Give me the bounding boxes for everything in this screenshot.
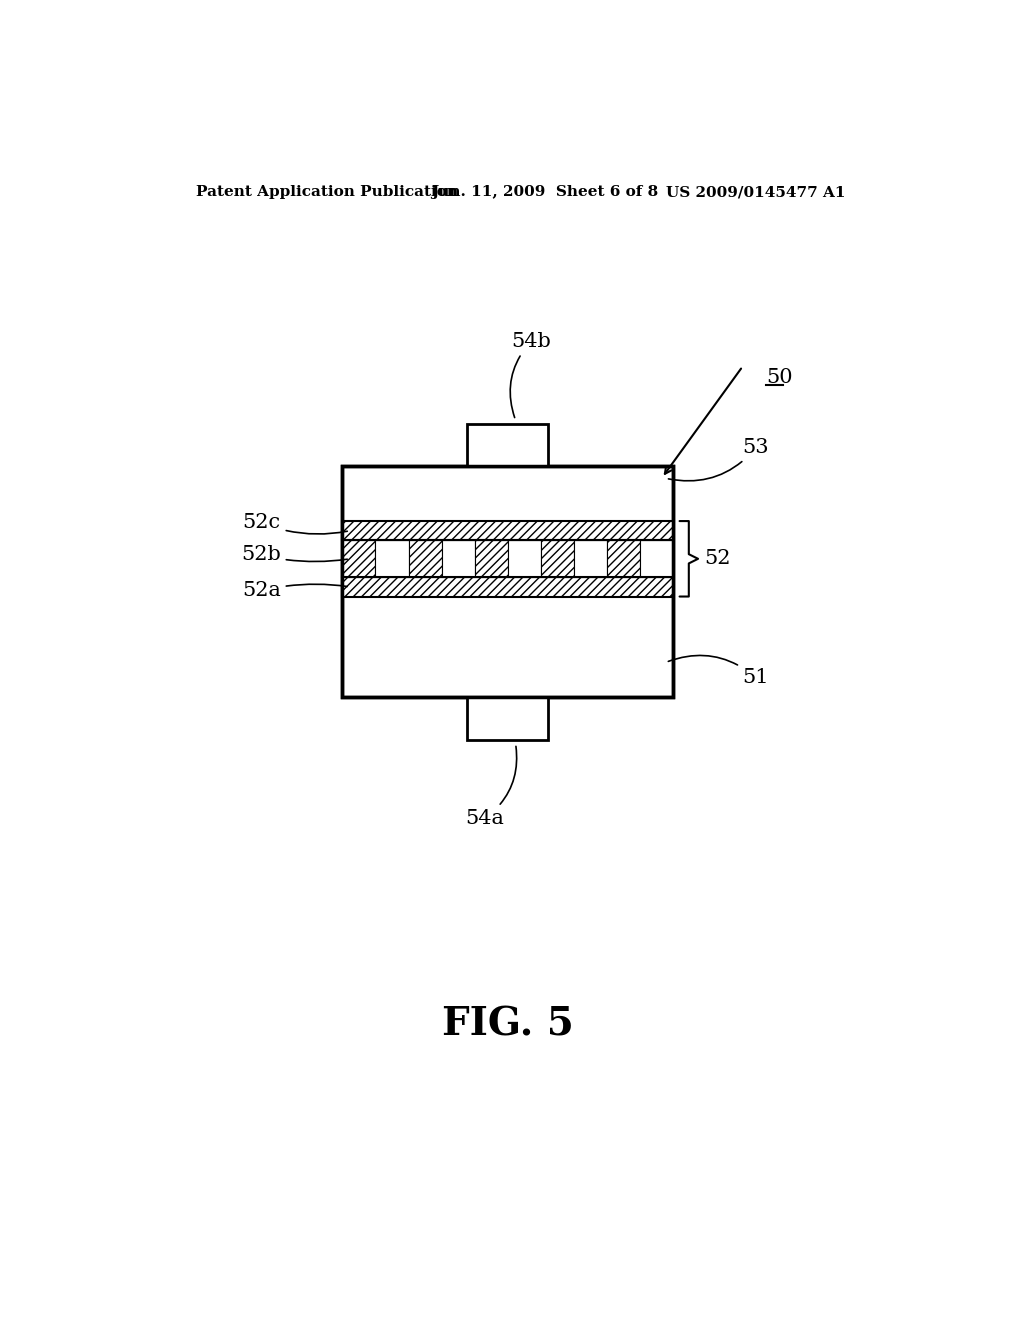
Bar — [541, 540, 574, 577]
Bar — [441, 540, 475, 577]
Text: 54a: 54a — [465, 746, 517, 828]
Text: FIG. 5: FIG. 5 — [442, 1006, 573, 1044]
Text: Patent Application Publication: Patent Application Publication — [196, 185, 458, 199]
Bar — [342, 466, 674, 697]
Bar — [508, 540, 541, 577]
Text: 52a: 52a — [242, 581, 347, 601]
Text: US 2009/0145477 A1: US 2009/0145477 A1 — [666, 185, 845, 199]
Text: 51: 51 — [669, 656, 769, 688]
Text: Jun. 11, 2009  Sheet 6 of 8: Jun. 11, 2009 Sheet 6 of 8 — [431, 185, 658, 199]
Bar — [467, 424, 548, 466]
Text: 52b: 52b — [241, 545, 347, 565]
Bar — [376, 540, 409, 577]
Bar — [640, 540, 674, 577]
Bar — [467, 697, 548, 739]
Bar — [342, 466, 674, 697]
Bar — [475, 540, 508, 577]
Bar — [607, 540, 640, 577]
Text: 52: 52 — [705, 549, 731, 569]
Text: 52c: 52c — [243, 513, 347, 535]
Bar — [409, 540, 441, 577]
Text: 53: 53 — [669, 438, 769, 480]
Text: 54b: 54b — [510, 331, 551, 417]
Bar — [342, 577, 674, 597]
Bar — [574, 540, 607, 577]
Text: 50: 50 — [766, 368, 793, 387]
Bar — [342, 521, 674, 540]
Bar — [342, 540, 376, 577]
Bar — [342, 540, 674, 577]
